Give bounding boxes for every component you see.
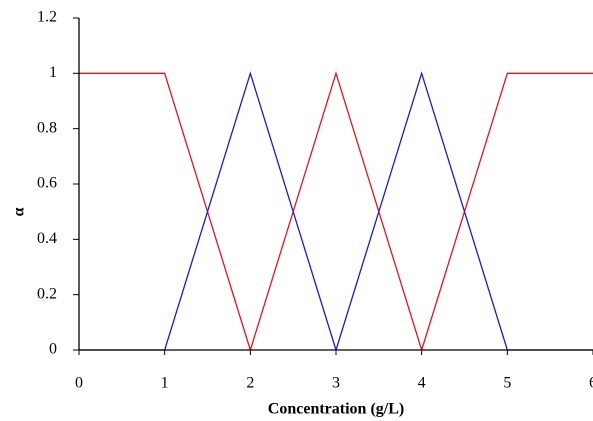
y-axis-label: α <box>11 207 28 216</box>
y-tick-label: 0.4 <box>37 230 57 247</box>
x-tick-label: 6 <box>589 375 593 392</box>
x-tick-label: 2 <box>246 375 254 392</box>
y-tick-label: 1.2 <box>37 9 57 26</box>
x-tick-label: 4 <box>418 375 426 392</box>
y-tick-label: 0.2 <box>37 285 57 302</box>
y-tick-label: 0.6 <box>37 175 57 192</box>
x-tick-label: 3 <box>332 375 340 392</box>
x-tick-label: 1 <box>161 375 169 392</box>
x-tick-label: 0 <box>75 375 83 392</box>
y-tick-label: 1 <box>49 64 57 81</box>
y-tick-label: 0 <box>49 341 57 358</box>
x-tick-label: 5 <box>503 375 511 392</box>
series-line <box>79 71 593 353</box>
y-tick-label: 0.8 <box>37 119 57 136</box>
x-axis-label: Concentration (g/L) <box>268 401 404 418</box>
series-line <box>79 71 593 353</box>
